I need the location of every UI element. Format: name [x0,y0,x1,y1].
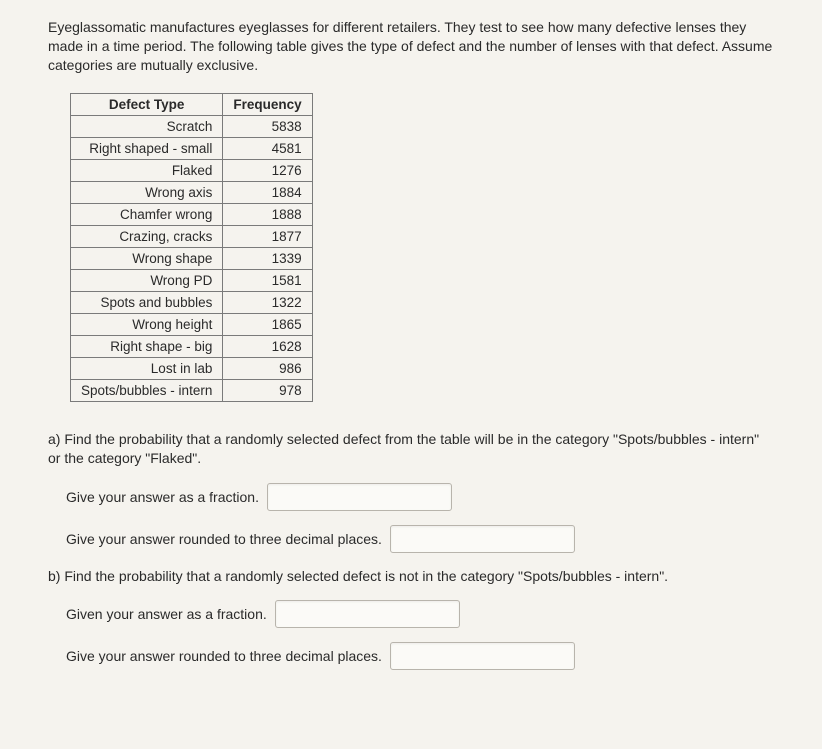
defect-label: Wrong PD [71,269,223,291]
question-a: a) Find the probability that a randomly … [48,430,774,469]
table-row: Spots and bubbles1322 [71,291,313,313]
table-header-row: Defect Type Frequency [71,93,313,115]
defect-label: Crazing, cracks [71,225,223,247]
table-row: Right shaped - small4581 [71,137,313,159]
table-row: Crazing, cracks1877 [71,225,313,247]
table-row: Scratch5838 [71,115,313,137]
defect-label: Right shape - big [71,335,223,357]
defect-value: 1877 [223,225,312,247]
defect-table-wrap: Defect Type Frequency Scratch5838 Right … [70,93,774,402]
table-row: Wrong shape1339 [71,247,313,269]
answer-b-decimal-input[interactable] [390,642,575,670]
table-row: Lost in lab986 [71,357,313,379]
intro-text: Eyeglassomatic manufactures eyeglasses f… [48,18,774,75]
table-row: Chamfer wrong1888 [71,203,313,225]
give-fraction-label: Give your answer as a fraction. [66,489,259,505]
table-row: Wrong PD1581 [71,269,313,291]
defect-table: Defect Type Frequency Scratch5838 Right … [70,93,313,402]
table-row: Wrong height1865 [71,313,313,335]
give-decimal-label-b: Give your answer rounded to three decima… [66,648,382,664]
defect-value: 5838 [223,115,312,137]
defect-value: 1581 [223,269,312,291]
defect-label: Chamfer wrong [71,203,223,225]
answer-a-fraction-input[interactable] [267,483,452,511]
answer-a-decimal-input[interactable] [390,525,575,553]
defect-label: Lost in lab [71,357,223,379]
defect-value: 1865 [223,313,312,335]
answer-b-fraction-row: Given your answer as a fraction. [66,600,774,628]
defect-value: 1884 [223,181,312,203]
question-page: Eyeglassomatic manufactures eyeglasses f… [0,0,822,749]
answer-a-decimal-row: Give your answer rounded to three decima… [66,525,774,553]
given-fraction-label: Given your answer as a fraction. [66,606,267,622]
defect-value: 1628 [223,335,312,357]
defect-value: 978 [223,379,312,401]
table-row: Right shape - big1628 [71,335,313,357]
defect-label: Spots and bubbles [71,291,223,313]
defect-value: 986 [223,357,312,379]
answer-b-fraction-input[interactable] [275,600,460,628]
header-defect-type: Defect Type [71,93,223,115]
defect-label: Spots/bubbles - intern [71,379,223,401]
answer-a-fraction-row: Give your answer as a fraction. [66,483,774,511]
defect-label: Wrong axis [71,181,223,203]
defect-value: 4581 [223,137,312,159]
table-row: Wrong axis1884 [71,181,313,203]
defect-value: 1322 [223,291,312,313]
defect-value: 1888 [223,203,312,225]
table-row: Spots/bubbles - intern978 [71,379,313,401]
defect-label: Right shaped - small [71,137,223,159]
defect-label: Wrong height [71,313,223,335]
defect-value: 1276 [223,159,312,181]
answer-b-decimal-row: Give your answer rounded to three decima… [66,642,774,670]
defect-label: Wrong shape [71,247,223,269]
question-b: b) Find the probability that a randomly … [48,567,774,587]
table-row: Flaked1276 [71,159,313,181]
defect-value: 1339 [223,247,312,269]
header-frequency: Frequency [223,93,312,115]
defect-label: Scratch [71,115,223,137]
defect-label: Flaked [71,159,223,181]
give-decimal-label: Give your answer rounded to three decima… [66,531,382,547]
